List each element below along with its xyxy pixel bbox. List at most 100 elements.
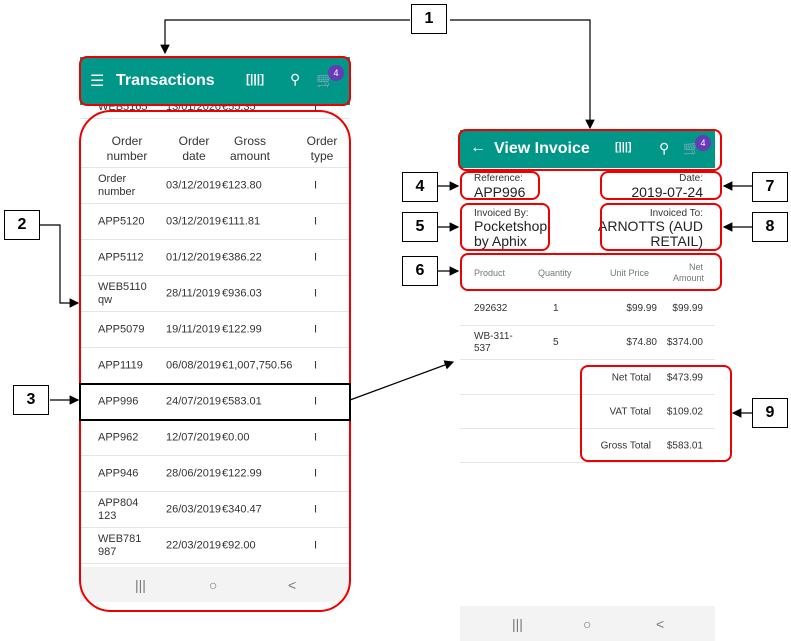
cell: I (314, 251, 318, 263)
callout-5: 5 (402, 212, 438, 242)
cell: I (314, 431, 318, 443)
invoice-table-header: Product Quantity Unit Price Net Amount (474, 262, 705, 283)
cell: €122.99 (222, 323, 262, 335)
cell: 03/12/2019 (166, 179, 222, 191)
cell: Order number (98, 172, 136, 198)
table-row-partial[interactable]: WEB5165 13/01/2020 €55.35 I (80, 105, 350, 119)
cell: I (314, 395, 318, 407)
cell: WEB5110 qw (98, 280, 147, 306)
cart-badge: 4 (328, 65, 344, 81)
cell: 26/03/2019 (166, 503, 222, 515)
annotation-totals (580, 365, 732, 462)
invoice-total-row: Net Total $473.99 (460, 361, 715, 395)
annotation-invoiced-by (460, 203, 550, 251)
annotation-app-bar (79, 56, 351, 106)
invoice-line: WB-311-537 5 $74.80 $374.00 (460, 326, 715, 360)
callout-9: 9 (752, 398, 788, 428)
cell: APP5079 (98, 323, 145, 335)
table-row[interactable]: APP5120 03/12/2019 €111.81 I (80, 204, 350, 240)
cell: I (314, 323, 318, 335)
cart-badge: 4 (695, 135, 711, 151)
reference-value: APP996 (474, 184, 526, 200)
table-row[interactable]: APP996 24/07/2019 €583.01 I (80, 384, 350, 420)
total-label: Gross Total (600, 440, 651, 451)
callout-2: 2 (4, 210, 40, 240)
cell: 28/11/2019 (166, 287, 221, 299)
barcode-scan-icon[interactable]: [|||] (246, 72, 265, 86)
cell: €123.80 (222, 179, 262, 191)
invoice-total-row: Gross Total $583.01 (460, 429, 715, 463)
col-order-number[interactable]: Order number (106, 133, 148, 163)
cell: 19/11/2019 (166, 323, 221, 335)
cell: APP804 123 (98, 496, 139, 522)
table-row[interactable]: WEB781 987 22/03/2019 €92.00 I (80, 528, 350, 564)
annotation-date (600, 171, 722, 200)
transactions-screen: ☰ Transactions [|||] ⚲ 🛒 4 WEB5165 13/01… (80, 57, 350, 602)
home-button[interactable]: ○ (209, 576, 218, 593)
cell: WB-311-537 (474, 330, 513, 354)
table-row[interactable]: WEB5110 qw 28/11/2019 €936.03 I (80, 276, 350, 312)
table-row[interactable]: APP5112 01/12/2019 €386.22 I (80, 240, 350, 276)
table-row[interactable]: APP946 28/06/2019 €122.99 I (80, 456, 350, 492)
cell: €92.00 (222, 539, 256, 551)
cell: 292632 (474, 302, 508, 314)
callout-6: 6 (402, 256, 438, 286)
table-row[interactable]: Order number 03/12/2019 €123.80 I (80, 168, 350, 204)
total-value: $109.02 (666, 406, 703, 417)
cell: $99.99 (672, 302, 703, 314)
col-order-date[interactable]: Order date (178, 133, 210, 163)
cell: €583.01 (222, 395, 262, 407)
back-button[interactable]: < (656, 615, 665, 632)
search-icon[interactable]: ⚲ (659, 140, 670, 156)
recent-apps-button[interactable]: ||| (512, 615, 523, 632)
cell: 24/07/2019 (166, 395, 222, 407)
table-row[interactable]: APP5079 19/11/2019 €122.99 I (80, 312, 350, 348)
back-arrow-icon[interactable]: ← (470, 139, 486, 156)
cell: I (314, 215, 318, 227)
cell: APP1119 (98, 359, 143, 371)
cell: 28/06/2019 (166, 467, 222, 479)
callout-7: 7 (752, 172, 788, 202)
android-nav-bar: ||| ○ < (460, 606, 715, 641)
cell: APP946 (98, 467, 139, 479)
search-icon[interactable]: ⚲ (290, 71, 301, 87)
cell: I (314, 359, 318, 371)
android-nav-bar: ||| ○ < (80, 567, 350, 602)
callout-3: 3 (13, 385, 49, 415)
invoice-app-bar: ← View Invoice [|||] ⚲ 🛒 4 (460, 130, 715, 168)
table-row[interactable]: APP962 12/07/2019 €0.00 I (80, 420, 350, 456)
cell: I (314, 179, 318, 191)
invoice-screen: ← View Invoice [|||] ⚲ 🛒 4 Reference: AP… (460, 130, 715, 641)
invoice-line: 292632 1 $99.99 $99.99 (460, 292, 715, 326)
recent-apps-button[interactable]: ||| (135, 576, 146, 593)
menu-icon[interactable]: ☰ (90, 73, 105, 90)
callout-1: 1 (411, 4, 447, 34)
page-title: View Invoice (494, 140, 590, 157)
cell: APP5120 (98, 215, 145, 227)
cell: 22/03/2019 (166, 539, 222, 551)
cell: €1,007,750.56 (222, 359, 293, 371)
page-title: Transactions (116, 72, 215, 89)
table-row[interactable]: APP804 123 26/03/2019 €340.47 I (80, 492, 350, 528)
home-button[interactable]: ○ (583, 615, 592, 632)
annotation-selected-row (79, 383, 351, 421)
invoiced-by-value: Pocketshop by Aphix (474, 218, 548, 249)
annotation-reference (460, 171, 540, 200)
callout-8: 8 (752, 212, 788, 242)
cell: WEB781 987 (98, 532, 142, 558)
transactions-app-bar: ☰ Transactions [|||] ⚲ 🛒 4 (80, 57, 350, 105)
col-gross-amount[interactable]: Gross amount (229, 133, 271, 163)
invoiced-to-label: Invoiced To: (649, 208, 703, 219)
date-value: 2019-07-24 (631, 184, 703, 200)
annotation-transaction-list (79, 110, 351, 612)
total-label: Net Total (611, 372, 651, 383)
cell: €122.99 (222, 467, 262, 479)
cell: 06/08/2019 (166, 359, 222, 371)
back-button[interactable]: < (288, 576, 297, 593)
date-label: Date: (679, 173, 703, 184)
barcode-scan-icon[interactable]: [|||] (615, 141, 632, 153)
cell: $374.00 (666, 336, 703, 348)
annotation-invoice-app-bar (458, 129, 722, 171)
cell: $99.99 (626, 302, 657, 314)
